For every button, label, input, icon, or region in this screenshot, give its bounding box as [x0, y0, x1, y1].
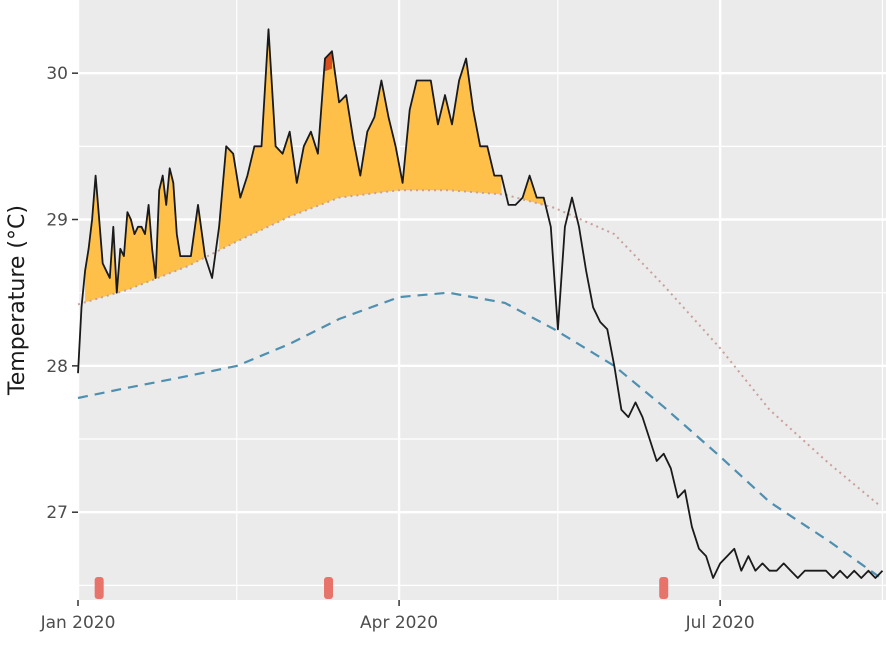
- strong-exceedance-area: [325, 51, 332, 72]
- event-marker: [94, 577, 104, 599]
- minor-gridlines: [78, 0, 886, 600]
- y-axis-title: Temperature (°C): [5, 205, 30, 396]
- climatology-line: [77, 291, 880, 578]
- x-tick-label: Apr 2020: [360, 613, 438, 633]
- event-marker: [659, 577, 669, 599]
- plot-panel: [78, 0, 886, 600]
- event-marker: [324, 577, 334, 599]
- major-gridlines: [76, 0, 886, 600]
- observed-temperature-line: [77, 28, 884, 579]
- y-tick-label: 28: [46, 357, 68, 377]
- x-axis: Jan 2020 Apr 2020 Jul 2020: [40, 600, 755, 633]
- y-tick-label: 29: [46, 211, 68, 231]
- event-markers: [94, 577, 669, 599]
- y-axis: 27 28 29 30: [46, 64, 78, 523]
- threshold-line: [77, 189, 880, 506]
- x-tick-label: Jul 2020: [685, 613, 755, 633]
- y-tick-label: 30: [46, 64, 68, 84]
- y-tick-label: 27: [46, 503, 68, 523]
- x-tick-label: Jan 2020: [40, 613, 116, 633]
